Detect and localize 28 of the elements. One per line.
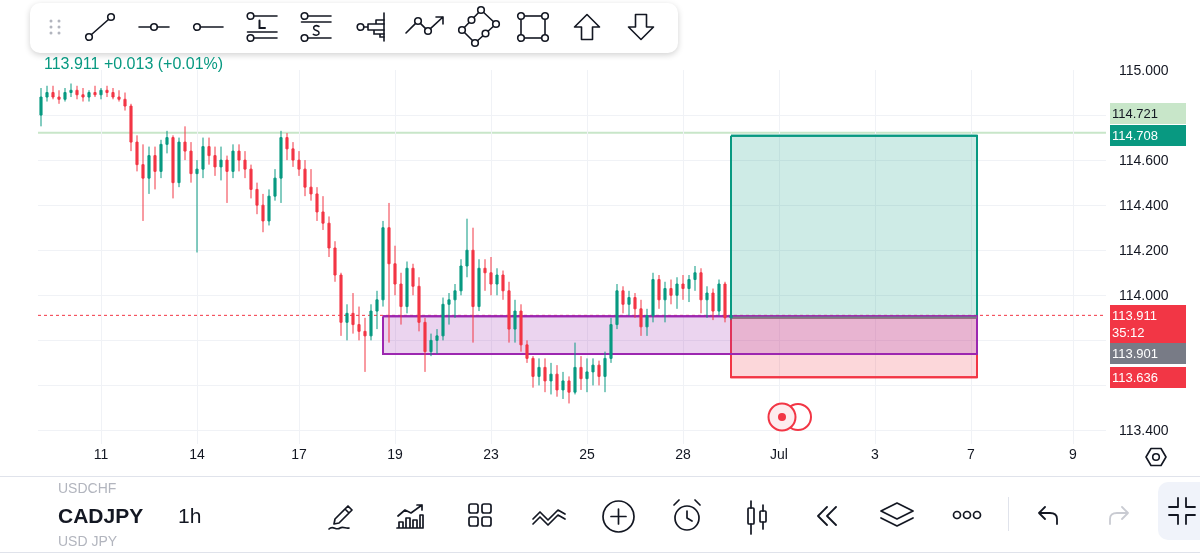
y-tick-label: 114.200: [1119, 242, 1169, 259]
annotation: 113.911 +0.013 (+0.01%): [44, 55, 224, 73]
y-tick-label: 114.600: [1119, 152, 1169, 169]
x-tick-label: 25: [579, 446, 595, 462]
x-tick-label: 19: [387, 446, 403, 462]
text: CADJPY: [58, 504, 144, 528]
x-tick-label: 28: [675, 446, 691, 462]
x-tick-label: 14: [189, 446, 205, 462]
text: USDCHF: [58, 480, 117, 497]
x-tick-label: 9: [1069, 446, 1078, 462]
text: USD JPY: [58, 533, 118, 550]
x-tick-label: 7: [967, 446, 976, 462]
x-tick-label: 3: [871, 446, 880, 462]
ref-line-label: 114.721: [1112, 106, 1159, 121]
x-tick-label: 11: [93, 446, 109, 462]
x-tick-label: 17: [291, 446, 307, 462]
ref-line-label: 113.911: [1112, 308, 1158, 324]
x-tick-label: 23: [483, 446, 499, 462]
y-tick-label: 114.400: [1119, 197, 1169, 214]
text: 114.708: [1112, 128, 1159, 143]
y-tick-label: 114.000: [1119, 287, 1169, 304]
text: 35:12: [1112, 324, 1145, 340]
text: 113.901: [1112, 346, 1159, 361]
y-tick-label: 115.000: [1119, 61, 1169, 78]
y-tick-label: 113.400: [1119, 422, 1169, 439]
x-tick-label: Jul: [770, 446, 788, 462]
text: 1h: [178, 504, 202, 528]
text: 113.636: [1112, 370, 1159, 385]
